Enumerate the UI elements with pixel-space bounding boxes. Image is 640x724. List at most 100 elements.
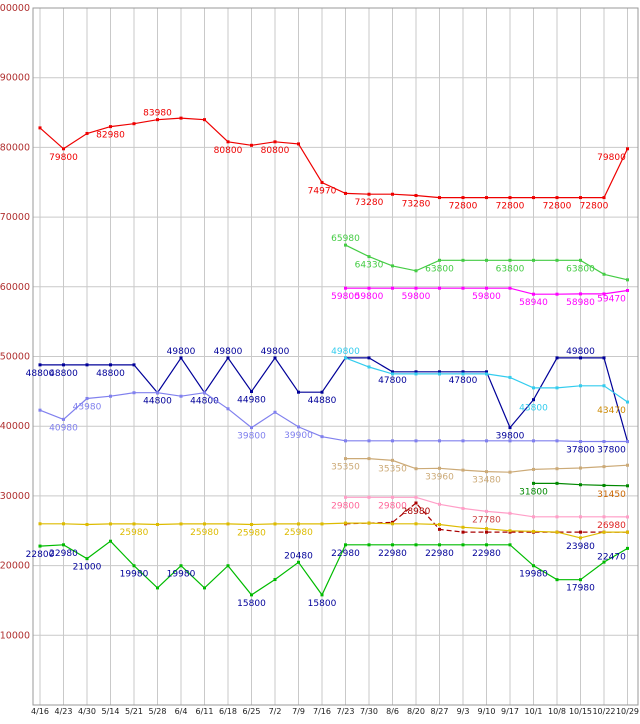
value-label: 48800 <box>96 369 125 379</box>
data-point <box>461 286 465 290</box>
data-point <box>297 390 300 394</box>
data-point <box>85 522 89 526</box>
data-point <box>273 140 277 144</box>
data-point <box>62 363 65 367</box>
data-point <box>38 363 42 367</box>
value-label: 74970 <box>308 186 337 196</box>
value-label: 25980 <box>120 528 149 538</box>
data-point <box>626 515 629 519</box>
data-point <box>344 495 347 499</box>
data-point <box>38 522 42 526</box>
value-label: 59800 <box>355 292 384 302</box>
data-point <box>391 543 394 547</box>
data-point <box>508 470 512 474</box>
data-point <box>414 501 418 505</box>
value-label: 29800 <box>378 501 407 511</box>
data-point <box>626 484 629 488</box>
x-tick-label: 6/25 <box>243 707 261 716</box>
value-label: 25980 <box>190 528 219 538</box>
value-label: 43980 <box>73 402 102 412</box>
x-axis-tick-labels: 4/16 4/23 4/30 5/14 5/21 5/28 6/4 6/11 6/18 6/25 7… <box>31 707 639 716</box>
value-label: 19980 <box>120 570 149 580</box>
data-point <box>414 286 418 290</box>
x-tick-label: 4/23 <box>55 707 73 716</box>
data-point <box>485 370 488 374</box>
value-label: 72800 <box>543 202 572 212</box>
series-red-top: 79800 82980 83980 80800 80800 74970 73280 73280… <box>38 109 629 212</box>
data-point <box>156 586 159 590</box>
data-point <box>226 356 230 360</box>
value-label: 79800 <box>597 153 626 163</box>
data-point <box>367 192 371 196</box>
x-tick-label: 4/16 <box>31 707 49 716</box>
value-label: 43470 <box>597 406 626 416</box>
value-label: 19980 <box>519 570 548 580</box>
data-point <box>226 522 230 526</box>
data-point <box>532 386 535 390</box>
value-label: 49800 <box>566 347 595 357</box>
data-point <box>156 391 159 395</box>
value-label: 44980 <box>237 395 266 405</box>
data-point <box>250 522 253 526</box>
data-point <box>38 408 42 412</box>
y-tick-label: 10000 <box>0 630 30 641</box>
value-label: 49800 <box>331 347 360 357</box>
data-point <box>532 481 535 485</box>
data-point <box>532 467 535 471</box>
data-point <box>461 370 465 374</box>
value-label: 22980 <box>49 549 78 559</box>
value-label: 35350 <box>331 463 360 473</box>
data-point <box>461 525 465 529</box>
data-point <box>132 564 136 568</box>
data-point <box>438 370 441 374</box>
data-point <box>109 363 112 367</box>
x-tick-label: 6/4 <box>175 707 188 716</box>
data-point <box>602 560 606 564</box>
data-point <box>203 522 206 526</box>
data-point <box>414 269 418 273</box>
x-tick-label: 10/8 <box>548 707 566 716</box>
value-label: 72800 <box>496 202 525 212</box>
series-gold: 25980 25980 25980 25980 23980 <box>38 521 629 552</box>
y-tick-label: 40000 <box>0 421 30 432</box>
data-point <box>602 515 606 519</box>
x-tick-label: 7/9 <box>292 707 305 716</box>
data-point <box>250 426 253 430</box>
data-point <box>391 495 394 499</box>
value-label: 73280 <box>355 198 384 208</box>
value-label: 31800 <box>519 487 548 497</box>
data-point <box>508 375 512 379</box>
data-point <box>320 390 324 394</box>
value-label: 65980 <box>331 234 360 244</box>
data-point <box>344 243 347 247</box>
data-point <box>579 258 582 262</box>
data-point <box>62 522 65 526</box>
data-point <box>508 196 512 200</box>
data-point <box>626 288 629 292</box>
data-point <box>109 394 112 398</box>
series-line <box>39 392 628 443</box>
data-point <box>203 391 206 395</box>
data-point <box>485 527 488 531</box>
data-point <box>414 439 418 443</box>
data-point <box>461 543 465 547</box>
data-point <box>579 466 582 470</box>
data-point <box>414 522 418 526</box>
value-label: 19980 <box>167 570 196 580</box>
value-label: 21000 <box>73 563 102 573</box>
series-line <box>40 356 629 442</box>
series-cyan: 49800 43470 <box>331 347 629 416</box>
data-point <box>579 530 582 534</box>
data-point <box>438 258 441 262</box>
data-point <box>555 467 559 471</box>
data-point <box>344 439 347 443</box>
data-point <box>485 196 488 200</box>
data-point <box>391 522 394 526</box>
data-point <box>508 258 512 262</box>
value-label: 25980 <box>284 528 313 538</box>
data-point <box>367 439 371 443</box>
data-point <box>579 440 582 444</box>
data-point <box>367 543 371 547</box>
